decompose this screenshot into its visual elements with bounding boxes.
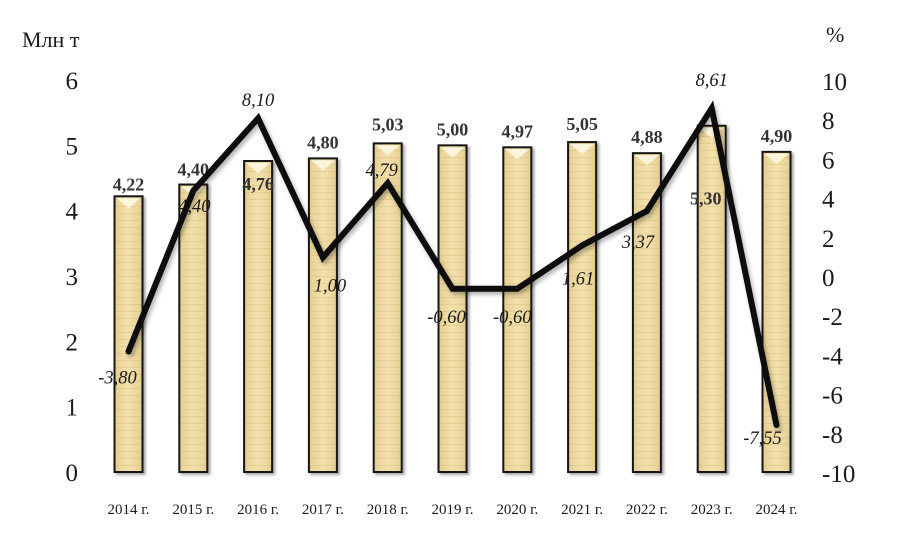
- bar-top-highlight: [310, 160, 335, 171]
- x-axis-label: 2021 г.: [561, 502, 603, 518]
- bar-series: [113, 124, 792, 474]
- right-axis-tick: -8: [822, 422, 843, 449]
- bar-value-label: 5,03: [372, 114, 404, 134]
- line-value-label: 4,79: [366, 161, 398, 181]
- bar-value-label: 5,00: [437, 119, 469, 139]
- x-axis-label: 2016 г.: [237, 502, 279, 518]
- bar-texture: [309, 159, 336, 471]
- bar-value-label: 5,05: [566, 114, 598, 134]
- bar-value-label: 4,40: [178, 160, 210, 180]
- right-axis-title: %: [826, 22, 844, 47]
- bar-value-labels: 4,22 4,40 4,76 4,80 5,03 5,00 4,97 5,05 4,88 5,30…: [113, 114, 793, 209]
- bar-top-highlight: [634, 155, 659, 166]
- left-axis-tick: 6: [66, 68, 79, 95]
- bar-value-label: 4,22: [113, 174, 145, 194]
- line-value-label: 1,00: [314, 276, 347, 296]
- left-axis-tick: 1: [66, 395, 79, 422]
- bar-top-highlight: [570, 144, 595, 155]
- bar-value-label: 4,97: [502, 121, 534, 141]
- right-axis-tick: 0: [822, 265, 835, 292]
- right-axis-ticks: -10 -8 -6 -4 -2 0 2 4 6 8 10: [822, 69, 855, 488]
- bar-texture: [245, 162, 272, 471]
- right-axis-tick: -4: [822, 343, 843, 370]
- bar-value-label: 4,76: [242, 174, 274, 194]
- x-axis-label: 2015 г.: [172, 502, 214, 518]
- left-axis-tick: 4: [66, 199, 79, 226]
- left-axis-ticks: 0 1 2 3 4 5 6: [66, 68, 79, 487]
- line-value-label: 8,10: [242, 91, 275, 111]
- bar-texture: [180, 185, 207, 472]
- x-axis-label: 2023 г.: [691, 502, 733, 518]
- bar-top-highlight: [116, 198, 141, 209]
- right-axis-tick: 8: [822, 108, 835, 135]
- line-value-label: 3,37: [621, 233, 655, 253]
- x-axis-label: 2019 г.: [432, 502, 474, 518]
- line-value-label: -0,60: [493, 308, 532, 328]
- x-axis-label: 2018 г.: [367, 502, 409, 518]
- left-axis-tick: 2: [66, 329, 79, 356]
- bar-top-highlight: [505, 149, 530, 160]
- line-value-label: -0,60: [427, 308, 466, 328]
- bar-top-highlight: [440, 147, 465, 158]
- line-value-label: -7,55: [743, 429, 782, 449]
- right-axis-tick: 2: [822, 226, 835, 253]
- line-value-label: -3,80: [98, 368, 137, 388]
- right-axis-tick: 6: [822, 147, 835, 174]
- right-axis-tick: -6: [822, 383, 843, 410]
- left-axis-tick: 3: [66, 264, 79, 291]
- trend-line: [125, 100, 780, 428]
- bar-texture: [569, 143, 596, 472]
- x-axis-label: 2024 г.: [756, 502, 798, 518]
- line-value-label: 1,61: [562, 269, 594, 289]
- line-value-labels: -3,80 4,40 8,10 1,00 4,79 -0,60 -0,60 1,61 3,37 8…: [98, 71, 782, 449]
- right-axis-tick: -2: [822, 304, 843, 331]
- bar-value-label: 4,88: [631, 127, 663, 147]
- right-axis-tick: 10: [822, 69, 847, 96]
- right-axis-tick: -10: [822, 461, 855, 488]
- bar-texture: [504, 148, 531, 471]
- bar-top-highlight: [375, 145, 400, 156]
- bar-texture: [698, 126, 725, 471]
- line-series: [125, 100, 780, 428]
- left-axis-tick: 5: [66, 133, 79, 160]
- left-axis-tick: 0: [66, 460, 79, 487]
- x-axis-labels: 2014 г. 2015 г. 2016 г. 2017 г. 2018 г. 2019 …: [108, 502, 798, 518]
- x-axis-label: 2022 г.: [626, 502, 668, 518]
- right-axis-tick: 4: [822, 187, 835, 214]
- x-axis-label: 2017 г.: [302, 502, 344, 518]
- bar-value-label: 4,90: [761, 126, 793, 146]
- left-axis-title: Млн т: [22, 27, 80, 52]
- bar-texture: [439, 146, 466, 472]
- bar-value-label: 4,80: [307, 132, 339, 152]
- x-axis-label: 2014 г.: [108, 502, 150, 518]
- bar-top-highlight: [246, 163, 271, 174]
- bar-value-label: 5,30: [690, 189, 722, 209]
- line-value-label: 8,61: [696, 71, 728, 91]
- bar-top-highlight: [764, 153, 789, 164]
- x-axis-label: 2020 г.: [496, 502, 538, 518]
